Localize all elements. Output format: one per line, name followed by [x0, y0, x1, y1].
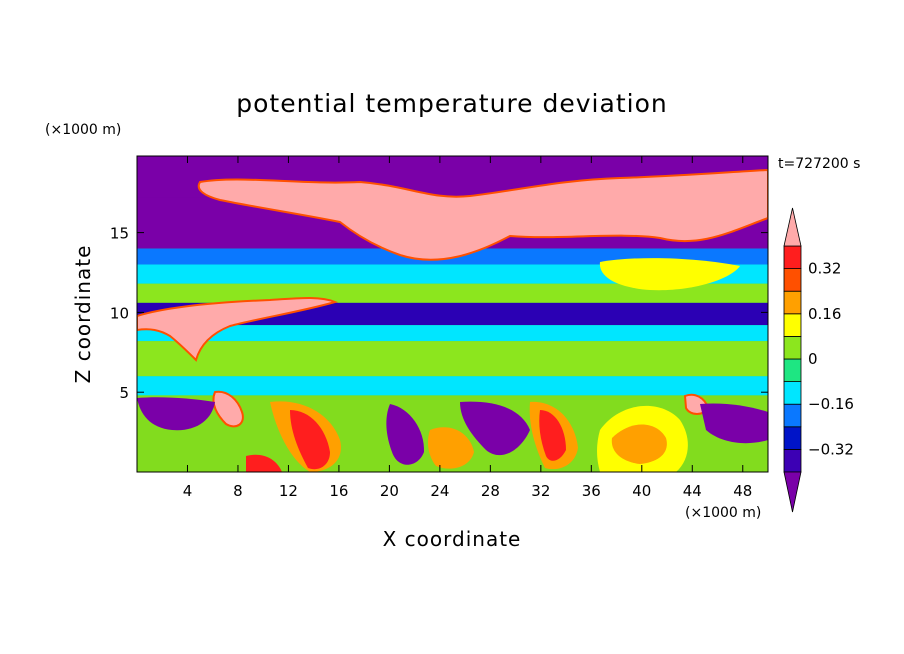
colorbar-label-4: −0.32: [808, 440, 854, 458]
x-axis: 4 8 12 16 20 24 28 32 36 40 44 48: [183, 156, 752, 500]
colorbar-segment-3: [783, 403, 802, 428]
y-tick-label-15: 15: [110, 225, 129, 243]
yellow-patch-mid: [599, 258, 740, 291]
pink-plume-upper: [197, 168, 768, 261]
red-core-3: [539, 410, 566, 461]
plot-frame: [136, 155, 769, 473]
orange-cell-2: [428, 427, 474, 469]
y-unit-label: (×1000 m): [45, 122, 121, 138]
x-unit-label: (×1000 m): [685, 505, 761, 521]
contour-band-6: [137, 325, 768, 342]
contour-band-8: [137, 376, 768, 396]
purple-cell-3: [460, 401, 530, 456]
colorbar-label-2: 0: [808, 350, 818, 368]
purple-cell-4: [700, 403, 768, 444]
colorbar-segment-5: [783, 358, 802, 383]
colorbar-extend-bottom: [783, 471, 802, 513]
y-axis: 5 10 15: [110, 225, 768, 402]
time-label: t=727200 s: [778, 156, 860, 172]
red-base: [246, 454, 282, 472]
colorbar-segment-2: [783, 426, 802, 450]
x-tick-label-16: 16: [329, 482, 348, 500]
x-tick-label-24: 24: [430, 482, 449, 500]
y-tick-label-5: 5: [119, 384, 129, 402]
x-axis-title: X coordinate: [383, 527, 522, 551]
chart-title: potential temperature deviation: [236, 89, 667, 118]
y-axis-title: Z coordinate: [71, 245, 95, 384]
colorbar-segment-8: [783, 290, 802, 315]
x-tick-label-40: 40: [632, 482, 651, 500]
pink-plume-left: [137, 297, 339, 362]
purple-cell-1: [137, 397, 215, 431]
x-tick-label-48: 48: [733, 482, 752, 500]
colorbar-label-1: 0.16: [808, 305, 841, 323]
x-tick-label-36: 36: [582, 482, 601, 500]
pink-spot-mid: [212, 390, 244, 428]
x-tick-label-4: 4: [183, 482, 193, 500]
colorbar-extend-top: [783, 207, 802, 247]
x-tick-label-28: 28: [481, 482, 500, 500]
purple-cell-2: [386, 404, 425, 465]
colorbar-label-0: 0.32: [808, 260, 841, 278]
red-core-1: [290, 410, 330, 470]
colorbar: 0.32 0.16 0 −0.16 −0.32: [783, 207, 854, 513]
y-tick-label-10: 10: [110, 304, 129, 322]
colorbar-segment-1: [783, 448, 802, 473]
colorbar-segment-7: [783, 313, 802, 337]
colorbar-label-3: −0.16: [808, 395, 854, 413]
x-tick-label-8: 8: [233, 482, 243, 500]
x-tick-label-44: 44: [683, 482, 702, 500]
contour-band-7: [137, 341, 768, 377]
x-tick-label-12: 12: [279, 482, 298, 500]
orange-dome: [611, 424, 667, 464]
colorbar-segment-9: [783, 268, 802, 292]
x-tick-label-20: 20: [380, 482, 399, 500]
x-tick-label-32: 32: [531, 482, 550, 500]
colorbar-segment-6: [783, 335, 802, 360]
colorbar-segment-10: [783, 245, 802, 270]
colorbar-segment-4: [783, 381, 802, 405]
plot-area: [137, 156, 768, 472]
